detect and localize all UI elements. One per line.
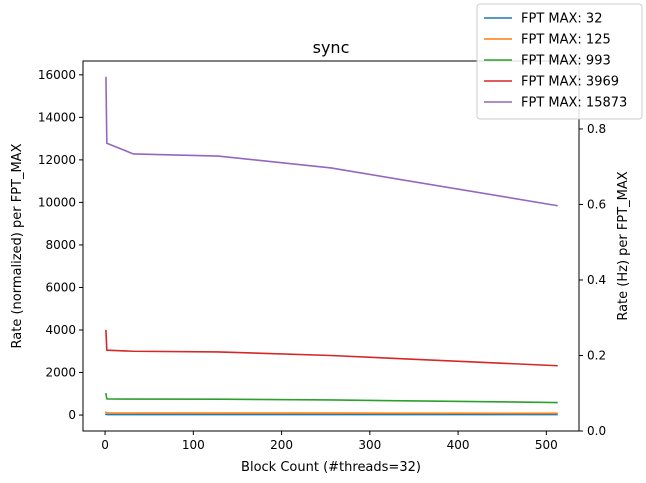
y-tick-label: 12000 (38, 153, 76, 167)
chart-title: sync (313, 38, 350, 57)
y-tick-label: 16000 (38, 68, 76, 82)
y2-tick-label: 0.4 (587, 273, 606, 287)
y-tick-label: 10000 (38, 195, 76, 209)
y-tick-label: 14000 (38, 110, 76, 124)
series-line-2 (105, 393, 558, 404)
x-tick-label: 200 (270, 438, 293, 452)
legend-label-2: FPT MAX: 993 (521, 54, 611, 69)
y-tick-label: 6000 (45, 280, 76, 294)
y2-tick-label: 0.2 (587, 348, 606, 362)
series-line-3 (105, 329, 558, 367)
y2-tick-label: 0.0 (587, 424, 606, 438)
legend-label-0: FPT MAX: 32 (521, 12, 602, 27)
plot-frame (82, 60, 580, 432)
y-tick-label: 8000 (45, 238, 76, 252)
legend: FPT MAX: 32 FPT MAX: 125 FPT MAX: 993 FPT M… (476, 3, 643, 120)
y2-tick-label: 0.6 (587, 197, 606, 211)
legend-box (476, 3, 643, 120)
y2-axis-label: Rate (Hz) per FPT_MAX (616, 171, 631, 320)
series-line-4 (105, 76, 558, 207)
x-axis-label: Block Count (#threads=32) (241, 460, 421, 475)
series-line-1 (104, 411, 558, 415)
series-layer (104, 76, 558, 416)
x-tick-label: 0 (101, 438, 109, 452)
y-tick-label: 0 (68, 408, 76, 422)
y-tick-label: 2000 (45, 366, 76, 380)
y2-tick-label: 0.8 (587, 122, 606, 136)
x-tick-label: 100 (182, 438, 205, 452)
y-axis-label: Rate (normalized) per FPT_MAX (10, 143, 25, 348)
x-tick-label: 300 (358, 438, 381, 452)
legend-label-1: FPT MAX: 125 (521, 33, 611, 48)
legend-label-3: FPT MAX: 3969 (521, 75, 619, 90)
x-tick-label: 400 (447, 438, 470, 452)
y-tick-label: 4000 (45, 323, 76, 337)
axes-layer: 0 100 200 300 400 500 0 2000 4000 6000 8000 10000 12… (38, 68, 606, 452)
legend-label-4: FPT MAX: 15873 (521, 96, 627, 111)
x-tick-label: 500 (535, 438, 558, 452)
